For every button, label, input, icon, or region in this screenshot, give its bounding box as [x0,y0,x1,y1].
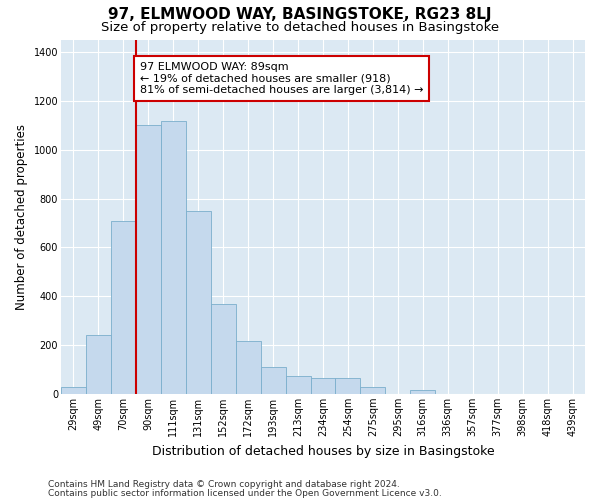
X-axis label: Distribution of detached houses by size in Basingstoke: Distribution of detached houses by size … [152,444,494,458]
Y-axis label: Number of detached properties: Number of detached properties [15,124,28,310]
Bar [260,367,286,394]
Bar [236,342,260,394]
Bar [136,126,161,394]
Text: Contains public sector information licensed under the Open Government Licence v3: Contains public sector information licen… [48,489,442,498]
Text: Contains HM Land Registry data © Crown copyright and database right 2024.: Contains HM Land Registry data © Crown c… [48,480,400,489]
Bar [186,211,211,394]
Bar [61,386,86,394]
Bar [410,390,435,394]
Bar [161,120,186,394]
Bar [211,304,236,394]
Text: 97, ELMWOOD WAY, BASINGSTOKE, RG23 8LJ: 97, ELMWOOD WAY, BASINGSTOKE, RG23 8LJ [108,8,492,22]
Bar [86,336,111,394]
Text: Size of property relative to detached houses in Basingstoke: Size of property relative to detached ho… [101,21,499,34]
Bar [286,376,311,394]
Bar [335,378,361,394]
Bar [311,378,335,394]
Bar [361,386,385,394]
Bar [111,220,136,394]
Text: 97 ELMWOOD WAY: 89sqm
← 19% of detached houses are smaller (918)
81% of semi-det: 97 ELMWOOD WAY: 89sqm ← 19% of detached … [140,62,423,95]
